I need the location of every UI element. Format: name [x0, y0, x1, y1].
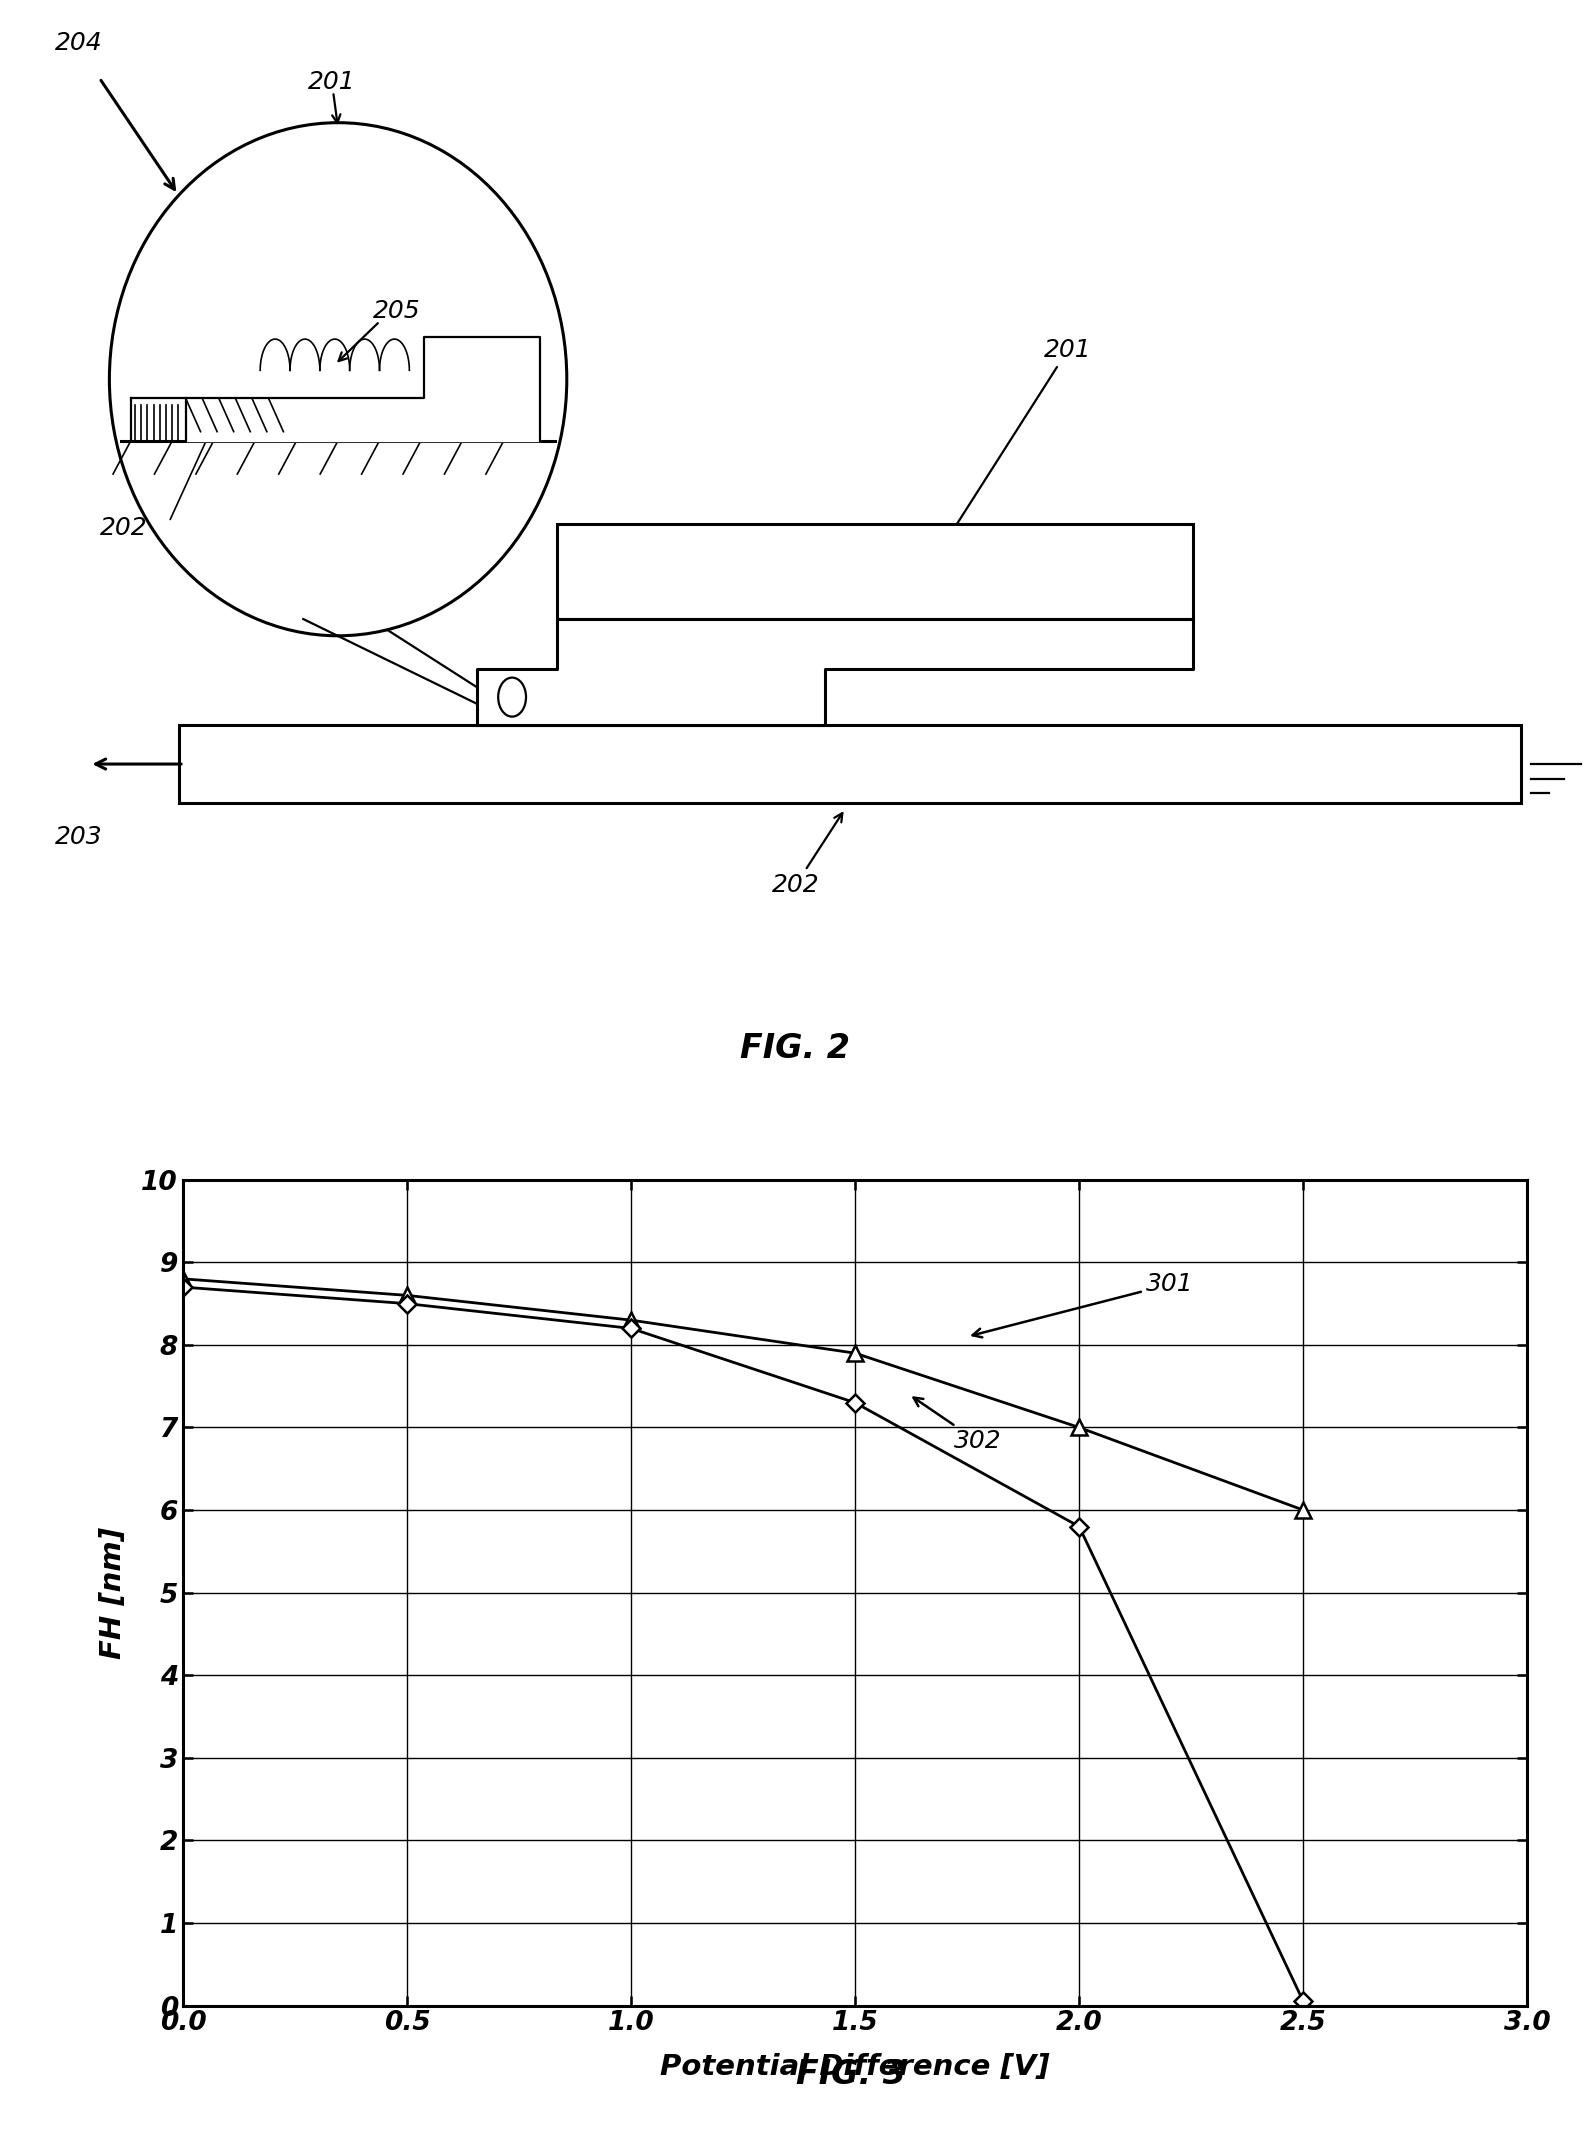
Text: 302: 302	[913, 1399, 1001, 1452]
Text: 202: 202	[99, 517, 146, 541]
Text: 205: 205	[372, 298, 420, 324]
Y-axis label: FH [nm]: FH [nm]	[100, 1527, 127, 1658]
Polygon shape	[477, 620, 1193, 725]
Text: 301: 301	[972, 1272, 1195, 1336]
Bar	[180, 725, 1521, 802]
Text: 203: 203	[54, 826, 102, 849]
X-axis label: Potential Difference [V]: Potential Difference [V]	[660, 2053, 1050, 2081]
Text: 201: 201	[309, 71, 356, 94]
Text: FIG. 3: FIG. 3	[796, 2057, 907, 2091]
Text: 202: 202	[772, 813, 842, 897]
Text: FIG. 2: FIG. 2	[740, 1032, 851, 1064]
Text: 201: 201	[926, 339, 1091, 573]
Polygon shape	[186, 337, 541, 440]
Bar	[557, 523, 1193, 620]
Text: 204: 204	[54, 32, 102, 56]
